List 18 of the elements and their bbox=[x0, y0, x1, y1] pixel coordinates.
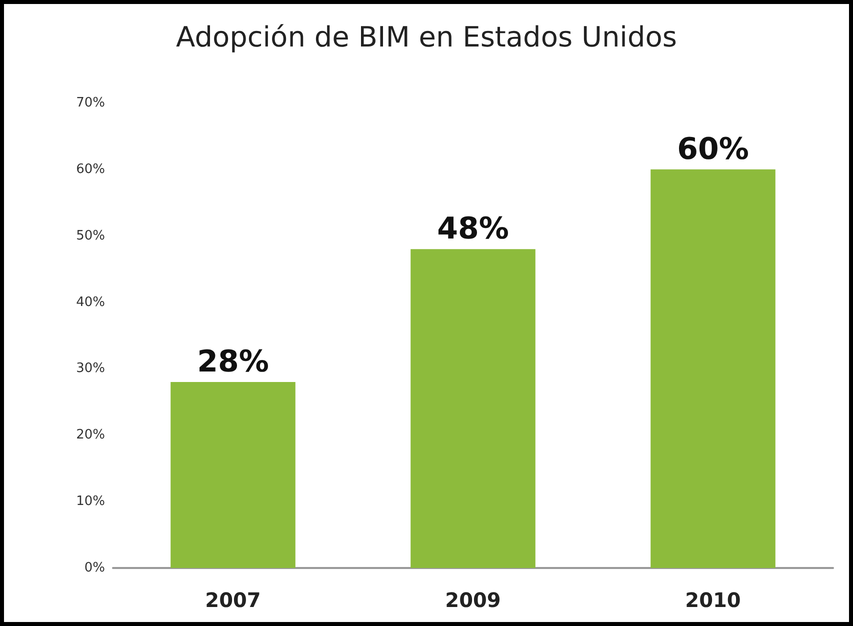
y-tick-label: 50% bbox=[76, 228, 105, 244]
x-tick-label: 2007 bbox=[205, 588, 261, 612]
x-tick-label: 2009 bbox=[445, 588, 501, 612]
bar bbox=[650, 169, 776, 568]
y-tick-label: 10% bbox=[76, 494, 105, 510]
chart-title: Adopción de BIM en Estados Unidos bbox=[176, 20, 677, 54]
y-tick-label: 0% bbox=[84, 560, 105, 576]
x-tick-label: 2010 bbox=[685, 588, 741, 612]
data-label: 48% bbox=[437, 212, 509, 247]
y-tick-label: 20% bbox=[76, 428, 105, 443]
data-label: 28% bbox=[197, 344, 269, 380]
bar bbox=[170, 382, 296, 568]
y-tick-label: 60% bbox=[76, 162, 105, 177]
bar bbox=[410, 249, 536, 568]
data-label: 60% bbox=[677, 132, 749, 167]
y-tick-label: 70% bbox=[76, 96, 105, 110]
y-tick-label: 30% bbox=[76, 361, 105, 376]
y-tick-label: 40% bbox=[76, 294, 105, 310]
